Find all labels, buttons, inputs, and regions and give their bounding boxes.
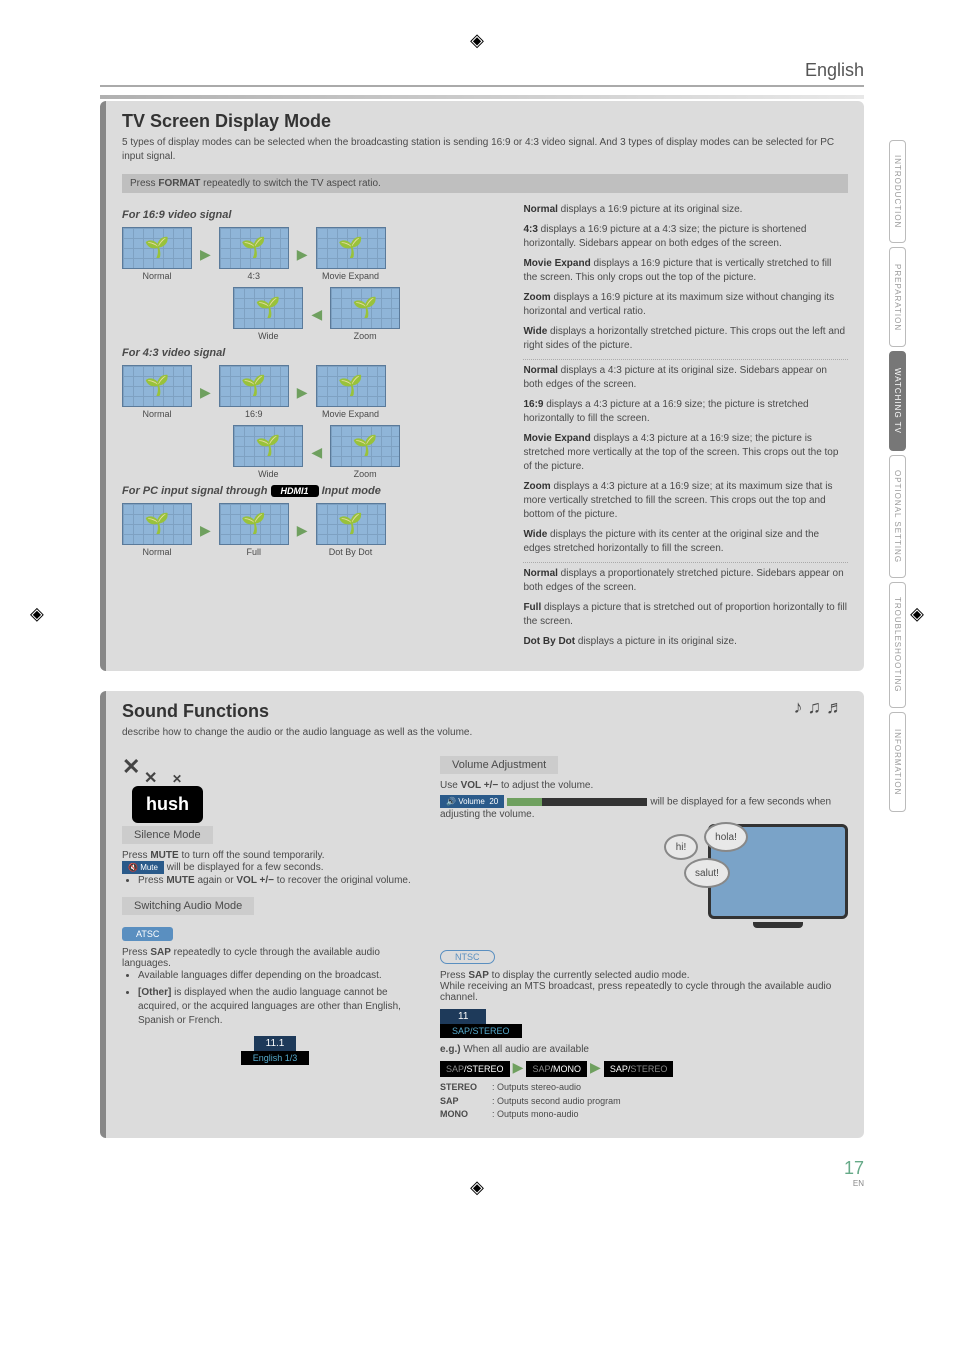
atsc-text: Press SAP repeatedly to cycle through th… bbox=[122, 947, 428, 969]
mute-osd-line: 🔇 Mute will be displayed for a few secon… bbox=[122, 861, 428, 874]
pc-head-b: Input mode bbox=[322, 485, 381, 497]
thumb-zoom: 🌱 bbox=[330, 287, 400, 329]
vol-osd-line: 🔊 Volume 20 will be displayed for a few … bbox=[440, 795, 848, 820]
format-instruction: Press FORMAT repeatedly to switch the TV… bbox=[122, 174, 848, 193]
ntsc-pill: NTSC bbox=[440, 950, 495, 964]
desc-column: Normal displays a 16:9 picture at its or… bbox=[523, 203, 848, 655]
thumb-full: 🌱 bbox=[219, 503, 289, 545]
atsc-pill: ATSC bbox=[122, 927, 173, 941]
arrow-icon: ▶ bbox=[200, 246, 211, 263]
vol-text: Use VOL +/− to adjust the volume. bbox=[440, 780, 848, 791]
thumb-43: 🌱 bbox=[219, 227, 289, 269]
thumb-row-43-bot: 🌱Wide ◀ 🌱Zoom bbox=[122, 425, 511, 479]
silence-text: Press MUTE to turn off the sound tempora… bbox=[122, 850, 428, 861]
thumb-wide: 🌱 bbox=[233, 287, 303, 329]
pc-head: For PC input signal through HDMI1 Input … bbox=[122, 485, 511, 497]
eg-label: e.g.) When all audio are available bbox=[440, 1044, 848, 1055]
thumb-row-169-bot: 🌱Wide ◀ 🌱Zoom bbox=[122, 287, 511, 341]
ntsc-text2: While receiving an MTS broadcast, press … bbox=[440, 981, 848, 1003]
atsc-osd: 11.1 English 1/3 bbox=[122, 1036, 428, 1065]
arrow-icon: ◀ bbox=[311, 444, 322, 461]
speech-bubble: hi! bbox=[664, 834, 698, 860]
page-number: 17 EN bbox=[100, 1158, 864, 1188]
arrow-icon: ▶ bbox=[513, 1059, 524, 1075]
x-icon: ✕ bbox=[172, 772, 182, 786]
arrow-icon: ◀ bbox=[311, 306, 322, 323]
thumb-zoom: 🌱 bbox=[330, 425, 400, 467]
arrow-icon: ▶ bbox=[297, 522, 308, 539]
section-subtext: 5 types of display modes can be selected… bbox=[122, 136, 848, 164]
thumb-row-169-top: 🌱Normal ▶ 🌱4:3 ▶ 🌱Movie Expand bbox=[122, 227, 511, 281]
mute-osd: 🔇 Mute bbox=[122, 861, 164, 874]
vol-track bbox=[507, 798, 647, 806]
thumb-row-pc: 🌱Normal ▶ 🌱Full ▶ 🌱Dot By Dot bbox=[122, 503, 511, 557]
thumb-movie-expand: 🌱 bbox=[316, 365, 386, 407]
speech-bubble: hola! bbox=[704, 822, 748, 852]
x-icon: ✕ bbox=[122, 754, 140, 780]
switching-audio-label: Switching Audio Mode bbox=[122, 897, 254, 915]
screen-display-section: TV Screen Display Mode 5 types of displa… bbox=[100, 101, 864, 671]
eg-modes-row: SAP/STEREO ▶ SAP/MONO ▶ SAP/STEREO bbox=[440, 1059, 848, 1077]
arrow-icon: ▶ bbox=[590, 1059, 601, 1075]
speech-bubble: salut! bbox=[684, 858, 730, 888]
atsc-bullets: Available languages differ depending on … bbox=[122, 969, 428, 1028]
music-notes-icon: ♪ ♫ ♬ bbox=[793, 697, 844, 718]
thumb-wide: 🌱 bbox=[233, 425, 303, 467]
section-title: TV Screen Display Mode bbox=[122, 111, 848, 132]
pc-head-a: For PC input signal through bbox=[122, 485, 267, 497]
thumb-row-43-top: 🌱Normal ▶ 🌱16:9 ▶ 🌱Movie Expand bbox=[122, 365, 511, 419]
thumb-169: 🌱 bbox=[219, 365, 289, 407]
thumb-normal: 🌱 bbox=[122, 227, 192, 269]
vol-osd-label: 🔊 Volume 20 bbox=[440, 795, 504, 808]
thumb-movie-expand: 🌱 bbox=[316, 227, 386, 269]
ntsc-text1: Press SAP to display the currently selec… bbox=[440, 970, 848, 981]
silence-bullets: Press MUTE again or VOL +/− to recover t… bbox=[122, 874, 428, 888]
sig43-head: For 4:3 video signal bbox=[122, 347, 511, 359]
x-icon: ✕ bbox=[144, 768, 157, 788]
audio-definitions: STEREO: Outputs stereo-audio SAP: Output… bbox=[440, 1081, 848, 1122]
arrow-icon: ▶ bbox=[200, 522, 211, 539]
thumb-dotbydot: 🌱 bbox=[316, 503, 386, 545]
header-rule bbox=[100, 95, 864, 99]
hdmi-pill: HDMI1 bbox=[271, 485, 319, 497]
section-title: Sound Functions bbox=[122, 701, 848, 722]
sound-functions-section: Sound Functions describe how to change t… bbox=[100, 691, 864, 1138]
arrow-icon: ▶ bbox=[297, 384, 308, 401]
tv-illustration: hi! hola! salut! bbox=[440, 824, 848, 944]
ntsc-osd: 11 SAP/STEREO bbox=[440, 1009, 848, 1038]
sig169-head: For 16:9 video signal bbox=[122, 209, 511, 221]
silence-mode-label: Silence Mode bbox=[122, 826, 213, 844]
thumb-normal: 🌱 bbox=[122, 503, 192, 545]
thumb-normal: 🌱 bbox=[122, 365, 192, 407]
section-subtext: describe how to change the audio or the … bbox=[122, 726, 848, 740]
language-label: English bbox=[100, 60, 864, 87]
hush-label: hush bbox=[132, 786, 203, 823]
arrow-icon: ▶ bbox=[200, 384, 211, 401]
arrow-icon: ▶ bbox=[297, 246, 308, 263]
volume-adjust-label: Volume Adjustment bbox=[440, 756, 558, 774]
